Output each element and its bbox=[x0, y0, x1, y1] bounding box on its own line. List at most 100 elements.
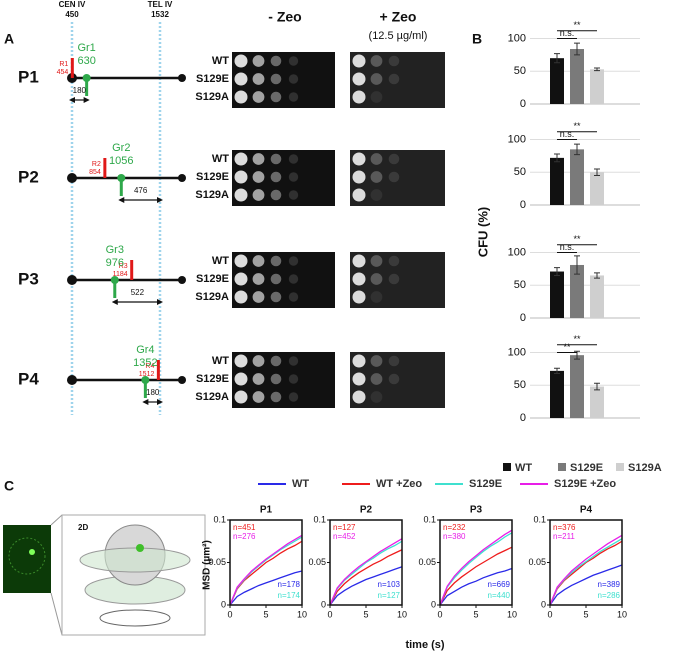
spot bbox=[288, 356, 299, 366]
strain-label: WT bbox=[212, 255, 229, 267]
significance-label: ** bbox=[573, 334, 581, 344]
locus-label: Gr2 bbox=[112, 142, 130, 154]
plot-frame bbox=[439, 519, 513, 606]
locus bbox=[141, 376, 150, 384]
legend-label: S129E +Zeo bbox=[554, 478, 616, 490]
x-tick-label: 10 bbox=[297, 609, 307, 619]
centromere bbox=[67, 375, 77, 385]
spot bbox=[288, 172, 299, 182]
x-tick-label: 5 bbox=[583, 609, 588, 619]
locus bbox=[117, 174, 126, 182]
y-tick-label: 0.1 bbox=[313, 514, 326, 524]
strain-label: S129A bbox=[195, 91, 229, 103]
micrograph bbox=[3, 525, 51, 593]
y-tick-label: 0 bbox=[321, 599, 326, 609]
spot bbox=[288, 374, 299, 384]
spot bbox=[370, 153, 383, 165]
axis-title: time (s) bbox=[405, 639, 444, 651]
telomere-end bbox=[178, 376, 186, 384]
spot bbox=[234, 272, 248, 286]
spot bbox=[234, 72, 248, 86]
row-label: P3 bbox=[18, 269, 39, 288]
locus bbox=[110, 276, 119, 284]
n-label: n=103 bbox=[378, 580, 401, 589]
spot bbox=[270, 91, 282, 103]
plot-frame bbox=[229, 519, 303, 606]
n-label: n=376 bbox=[553, 523, 576, 532]
spot bbox=[352, 54, 366, 68]
bar bbox=[590, 172, 604, 205]
strain-label: S129A bbox=[195, 291, 229, 303]
y-tick-label: 0 bbox=[541, 599, 546, 609]
y-tick-label: 50 bbox=[514, 379, 526, 391]
msd-curve bbox=[329, 538, 403, 606]
spot bbox=[352, 290, 366, 304]
plane bbox=[79, 547, 191, 573]
y-tick-label: 100 bbox=[508, 346, 526, 358]
spot bbox=[352, 254, 366, 268]
spot bbox=[252, 91, 265, 103]
cut-site-pos: 854 bbox=[89, 169, 101, 176]
locus-pos: 1352 bbox=[133, 357, 157, 369]
y-tick-label: 50 bbox=[514, 166, 526, 178]
spot bbox=[270, 255, 282, 267]
msd-curve bbox=[229, 534, 303, 606]
y-tick-label: 100 bbox=[508, 246, 526, 258]
projection bbox=[99, 609, 171, 627]
legend-swatch bbox=[616, 463, 624, 471]
spot bbox=[270, 355, 282, 367]
strain-label: S129E bbox=[196, 73, 229, 85]
x-tick-label: 5 bbox=[263, 609, 268, 619]
cut-site-label: R1 bbox=[59, 61, 68, 68]
y-tick-label: 0.05 bbox=[208, 557, 226, 567]
spot bbox=[270, 55, 282, 67]
view-label: 2D bbox=[78, 523, 88, 532]
spot bbox=[370, 91, 383, 103]
spot bbox=[252, 55, 265, 67]
nucleus-outline bbox=[8, 537, 46, 575]
spot bbox=[252, 153, 265, 165]
spot bbox=[234, 390, 248, 404]
telomere-end bbox=[178, 174, 186, 182]
spot bbox=[234, 254, 248, 268]
locus-label: Gr1 bbox=[77, 42, 95, 54]
n-label: n=286 bbox=[598, 591, 621, 600]
strain-label: S129E bbox=[196, 373, 229, 385]
msd-curve bbox=[439, 532, 513, 606]
error-bar bbox=[554, 367, 560, 374]
spot-plate bbox=[232, 352, 335, 408]
locus-label: Gr4 bbox=[136, 344, 154, 356]
spot bbox=[270, 373, 282, 385]
bar bbox=[590, 386, 604, 418]
plot-title: P2 bbox=[360, 505, 373, 516]
n-label: n=380 bbox=[443, 532, 466, 541]
legend-label: WT bbox=[515, 462, 532, 474]
x-tick-label: 10 bbox=[617, 609, 627, 619]
chromosome-end-name: CEN IV bbox=[59, 0, 86, 9]
y-tick-label: 100 bbox=[508, 133, 526, 145]
spot bbox=[270, 189, 282, 201]
chromosome-end-name: TEL IV bbox=[148, 0, 173, 9]
distance-label: 180 bbox=[146, 388, 160, 397]
spot bbox=[288, 392, 299, 402]
spot bbox=[388, 373, 400, 385]
y-tick-label: 0.1 bbox=[533, 514, 546, 524]
y-tick-label: 100 bbox=[508, 32, 526, 44]
spot bbox=[370, 273, 383, 285]
y-tick-label: 50 bbox=[514, 65, 526, 77]
spot bbox=[370, 391, 383, 403]
spot bbox=[252, 355, 265, 367]
cut-site-pos: 1512 bbox=[139, 371, 155, 378]
spot bbox=[270, 73, 282, 85]
spot bbox=[388, 255, 400, 267]
bar bbox=[550, 157, 564, 205]
error-bar bbox=[574, 255, 580, 275]
spot bbox=[234, 54, 248, 68]
bar bbox=[550, 271, 564, 318]
telomere-end bbox=[178, 276, 186, 284]
x-tick-label: 0 bbox=[437, 609, 442, 619]
legend-label: WT bbox=[292, 478, 309, 490]
spot bbox=[370, 373, 383, 385]
spot bbox=[370, 291, 383, 303]
x-tick-label: 5 bbox=[473, 609, 478, 619]
